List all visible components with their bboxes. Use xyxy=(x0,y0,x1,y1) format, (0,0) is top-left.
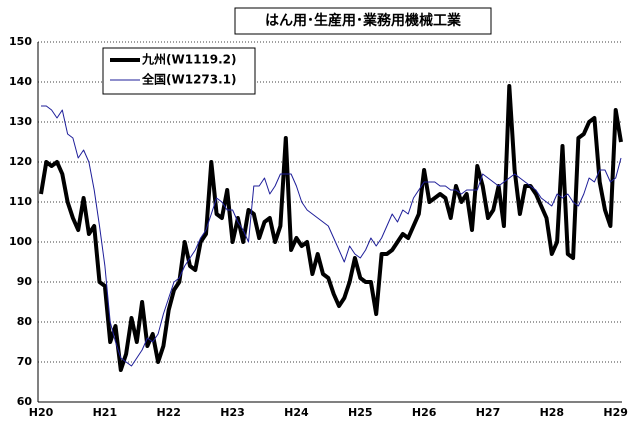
chart-title: はん用･生産用･業務用機械工業 xyxy=(265,12,462,29)
x-tick-label: H29 xyxy=(603,406,628,419)
y-tick-label: 140 xyxy=(9,75,32,88)
x-tick-label: H26 xyxy=(412,406,437,419)
legend-box xyxy=(102,47,256,95)
y-tick-label: 150 xyxy=(9,35,32,48)
y-tick-label: 70 xyxy=(17,355,33,368)
legend-label: 全国(W1273.1) xyxy=(141,72,237,87)
x-tick-label: H25 xyxy=(348,406,373,419)
x-tick-label: H20 xyxy=(29,406,54,419)
y-tick-label: 60 xyxy=(17,395,33,408)
x-tick-label: H23 xyxy=(220,406,245,419)
y-tick-label: 90 xyxy=(17,275,33,288)
y-tick-label: 130 xyxy=(9,115,32,128)
x-tick-label: H28 xyxy=(540,406,565,419)
x-tick-label: H27 xyxy=(476,406,501,419)
y-tick-label: 120 xyxy=(9,155,32,168)
y-tick-label: 100 xyxy=(9,235,32,248)
y-tick-label: 110 xyxy=(9,195,32,208)
y-tick-label: 80 xyxy=(17,315,33,328)
x-tick-label: H24 xyxy=(284,406,309,419)
x-tick-label: H21 xyxy=(93,406,118,419)
x-tick-label: H22 xyxy=(156,406,181,419)
legend-label: 九州(W1119.2) xyxy=(141,52,237,67)
series-line xyxy=(39,84,623,372)
title-box xyxy=(234,7,492,35)
series-line xyxy=(41,105,622,367)
